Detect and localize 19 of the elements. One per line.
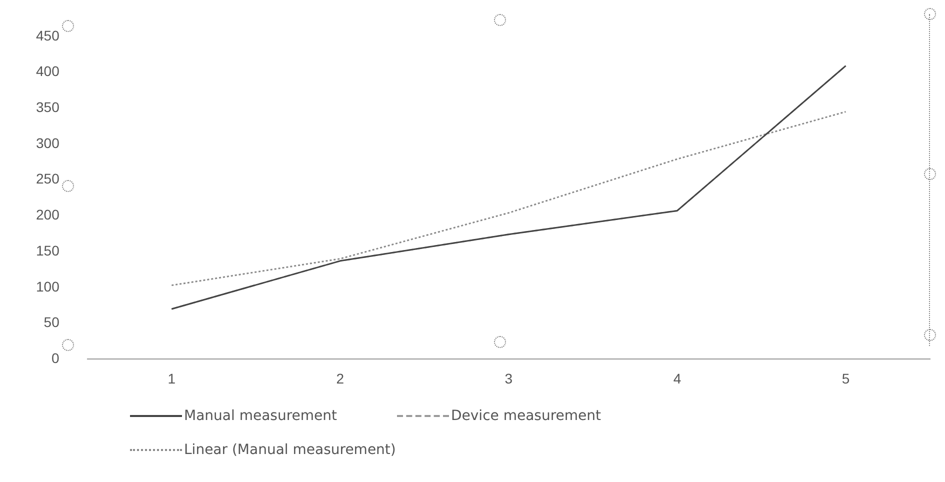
x-tick-label: 5: [842, 370, 850, 386]
legend-label: Linear (Manual measurement): [184, 442, 396, 458]
y-tick-label: 300: [36, 134, 60, 151]
x-tick-label: 3: [504, 370, 513, 386]
legend-label: Manual measurement: [184, 408, 337, 424]
y-tick-label: 450: [36, 27, 60, 44]
y-tick-label: 250: [36, 170, 60, 187]
y-tick-label: 400: [36, 63, 60, 80]
x-tick-label: 4: [673, 370, 682, 386]
y-tick-label: 0: [52, 350, 60, 366]
y-tick-label: 200: [36, 206, 60, 223]
y-tick-label: 100: [36, 278, 60, 294]
y-tick-label: 50: [44, 314, 60, 330]
legend-label: Device measurement: [451, 408, 602, 424]
y-tick-label: 150: [36, 242, 60, 258]
x-tick-label: 2: [336, 370, 344, 386]
x-tick-label: 1: [168, 370, 176, 386]
line-series: [170, 110, 846, 286]
y-tick-label: 350: [36, 98, 60, 115]
